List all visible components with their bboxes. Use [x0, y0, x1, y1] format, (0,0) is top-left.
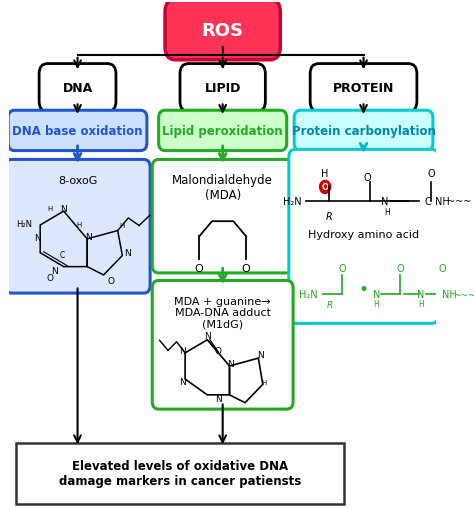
Text: DNA base oxidation: DNA base oxidation — [12, 125, 143, 137]
Text: PROTEIN: PROTEIN — [333, 82, 394, 95]
Text: MDA-DNA adduct: MDA-DNA adduct — [175, 307, 271, 318]
Text: R: R — [326, 300, 332, 309]
Text: O: O — [242, 263, 251, 273]
Text: O: O — [322, 183, 328, 192]
FancyBboxPatch shape — [152, 160, 293, 273]
FancyBboxPatch shape — [310, 65, 417, 112]
Text: H: H — [261, 379, 266, 385]
Text: (MDA): (MDA) — [205, 189, 241, 202]
Text: •: • — [359, 281, 368, 299]
Text: N: N — [180, 378, 186, 386]
Text: O: O — [215, 346, 222, 355]
Text: H₂N: H₂N — [283, 196, 301, 207]
Text: N: N — [35, 234, 41, 242]
Circle shape — [319, 181, 331, 194]
FancyBboxPatch shape — [165, 1, 280, 61]
FancyBboxPatch shape — [159, 111, 287, 151]
Text: Malondialdehyde: Malondialdehyde — [172, 174, 273, 187]
Text: NH: NH — [441, 290, 456, 300]
Text: R: R — [326, 212, 333, 222]
Text: Protein carbonylation: Protein carbonylation — [292, 125, 436, 137]
Text: O: O — [195, 263, 203, 273]
Text: N: N — [180, 346, 186, 355]
Text: N: N — [227, 359, 234, 368]
FancyBboxPatch shape — [289, 150, 438, 324]
Text: H: H — [384, 207, 390, 216]
Text: N: N — [204, 332, 210, 341]
Text: O: O — [396, 264, 404, 273]
Text: C: C — [424, 196, 431, 207]
Text: ~~~: ~~~ — [447, 196, 472, 207]
Text: H: H — [374, 299, 379, 308]
Text: N: N — [51, 267, 58, 276]
Text: DNA: DNA — [63, 82, 93, 95]
Text: N: N — [257, 350, 264, 359]
Text: O: O — [46, 274, 53, 282]
Text: 8-oxoG: 8-oxoG — [58, 175, 97, 185]
Text: O: O — [364, 173, 372, 182]
FancyBboxPatch shape — [39, 65, 116, 112]
Text: H: H — [120, 222, 125, 229]
Text: O: O — [438, 264, 447, 273]
Text: H: H — [47, 206, 52, 212]
Text: H₂N: H₂N — [299, 290, 318, 300]
Text: N: N — [60, 205, 67, 213]
FancyBboxPatch shape — [294, 111, 433, 151]
Text: MDA + guanine→: MDA + guanine→ — [174, 296, 271, 306]
Text: N: N — [85, 232, 91, 241]
FancyBboxPatch shape — [8, 111, 147, 151]
FancyBboxPatch shape — [16, 443, 344, 504]
FancyBboxPatch shape — [5, 160, 150, 294]
Text: H₂N: H₂N — [16, 220, 32, 229]
Text: O: O — [338, 264, 346, 273]
Text: Elevated levels of oxidative DNA
damage markers in cancer patiensts: Elevated levels of oxidative DNA damage … — [59, 460, 301, 488]
Text: H: H — [321, 169, 329, 179]
Text: N: N — [381, 196, 389, 207]
Text: ROS: ROS — [201, 21, 244, 39]
FancyBboxPatch shape — [180, 65, 265, 112]
Text: Hydroxy amino acid: Hydroxy amino acid — [308, 230, 419, 239]
Text: C: C — [60, 250, 65, 259]
Text: N: N — [418, 290, 425, 300]
Text: O: O — [427, 169, 435, 179]
Text: ~~~: ~~~ — [453, 290, 474, 299]
Text: H: H — [76, 221, 82, 227]
Text: NH: NH — [435, 196, 450, 207]
Text: H: H — [418, 299, 424, 308]
Text: (M1dG): (M1dG) — [202, 319, 243, 329]
Text: Lipid peroxidation: Lipid peroxidation — [163, 125, 283, 137]
Text: N: N — [215, 394, 222, 404]
Text: O: O — [107, 276, 114, 286]
Text: LIPID: LIPID — [204, 82, 241, 95]
Text: N: N — [124, 249, 130, 258]
FancyBboxPatch shape — [152, 281, 293, 409]
Text: N: N — [373, 290, 380, 300]
